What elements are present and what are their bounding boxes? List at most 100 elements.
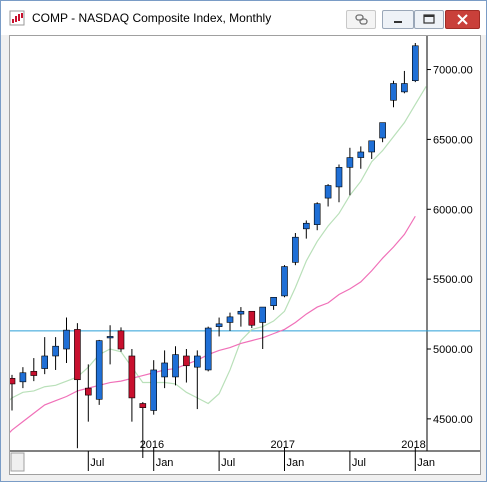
candle-up-body (194, 355, 201, 368)
candle-up-body (390, 83, 397, 101)
candle (194, 350, 201, 410)
candle-up-body (335, 167, 343, 188)
price-tick-label: 4500.00 (433, 414, 473, 426)
candle (41, 337, 49, 375)
candle-up-body (292, 236, 299, 263)
maximize-icon (423, 14, 435, 24)
candle-up-body (357, 151, 365, 158)
candle-down-body (30, 371, 38, 376)
month-label: Jul (352, 457, 366, 469)
candle-up-body (401, 83, 408, 93)
candle (85, 364, 92, 422)
price-tick-label: 6000.00 (433, 204, 473, 216)
candle (390, 80, 397, 108)
candle (215, 317, 223, 337)
candle (204, 326, 212, 372)
candle (150, 360, 157, 415)
candle (259, 306, 266, 349)
candle (292, 233, 299, 266)
candle (95, 339, 103, 405)
candle-up-body (313, 203, 321, 225)
candle (106, 325, 114, 365)
candle-up-body (237, 310, 245, 315)
month-label: Jan (156, 457, 174, 469)
candle-up-body (106, 336, 114, 339)
candle-up-body (172, 354, 179, 378)
price-tick-label: 6500.00 (433, 134, 473, 146)
candle (172, 346, 179, 386)
year-label: 2016 (140, 439, 164, 451)
candle (74, 323, 81, 449)
candle-up-body (52, 345, 59, 357)
candle (226, 312, 234, 331)
axis-ticks (10, 69, 480, 471)
candle-down-body (139, 403, 147, 408)
candle-up-body (346, 157, 354, 168)
close-button[interactable] (445, 10, 480, 29)
candle-down-body (117, 330, 125, 350)
plot-area[interactable] (10, 36, 427, 451)
maximize-button[interactable] (414, 10, 444, 29)
candle-down-body (74, 329, 81, 381)
candle (183, 348, 190, 383)
link-icon (355, 14, 368, 25)
candle-up-body (324, 185, 332, 199)
candle (281, 265, 288, 298)
candle-up-body (19, 372, 27, 383)
app-icon (9, 10, 25, 26)
price-chart[interactable]: 4500.00 5000.00 5500.00 6000.00 6500.00 7000.… (0, 36, 480, 474)
candle (357, 146, 365, 169)
candle-down-body (85, 387, 92, 396)
window-title: COMP - NASDAQ Composite Index, Monthly (32, 11, 272, 25)
link-button[interactable] (346, 10, 376, 29)
scroll-handle[interactable] (10, 452, 25, 472)
candle-up-body (368, 140, 376, 153)
title-bar[interactable]: COMP - NASDAQ Composite Index, Monthly (1, 1, 486, 35)
minimize-button[interactable] (382, 10, 414, 29)
year-label: 2017 (271, 439, 295, 451)
candle (302, 220, 310, 239)
candle-down-body (248, 310, 256, 326)
candle-up-body (302, 222, 310, 230)
candle (335, 164, 343, 203)
candle (237, 307, 245, 327)
month-label: Jul (221, 457, 235, 469)
ma-short-line (0, 85, 427, 410)
candle-up-body (150, 369, 157, 411)
candle (411, 42, 419, 83)
candle (161, 350, 168, 389)
candle (324, 184, 332, 207)
price-tick-label: 5000.00 (433, 344, 473, 356)
candle (379, 122, 386, 143)
candle-up-body (270, 296, 277, 306)
candle-up-body (41, 355, 49, 369)
minimize-icon (394, 21, 402, 23)
candle (248, 310, 256, 329)
moving-averages (0, 85, 427, 444)
candle (139, 402, 147, 458)
candle (117, 327, 125, 352)
candle-up-body (411, 45, 419, 82)
candle-up-body (281, 266, 288, 297)
candle (128, 348, 136, 422)
price-tick-label: 7000.00 (433, 65, 473, 77)
candle-up-body (161, 362, 168, 378)
candle-up-body (259, 306, 266, 323)
candle (19, 367, 27, 389)
candle (63, 317, 70, 363)
candles (8, 42, 419, 458)
candle (368, 140, 376, 159)
candle (401, 70, 408, 94)
candle-down-body (8, 378, 16, 385)
candle (313, 202, 321, 231)
price-tick-label: 5500.00 (433, 274, 473, 286)
candle (30, 358, 38, 382)
candle (270, 296, 277, 310)
candle-up-body (63, 329, 70, 350)
candle-up-body (95, 340, 103, 400)
candle-up-body (204, 327, 212, 371)
chart-panel[interactable]: 4500.00 5000.00 5500.00 6000.00 6500.00 7000.… (0, 35, 481, 475)
close-icon (457, 14, 468, 25)
candle-down-body (183, 355, 190, 367)
candle-up-body (379, 122, 386, 139)
